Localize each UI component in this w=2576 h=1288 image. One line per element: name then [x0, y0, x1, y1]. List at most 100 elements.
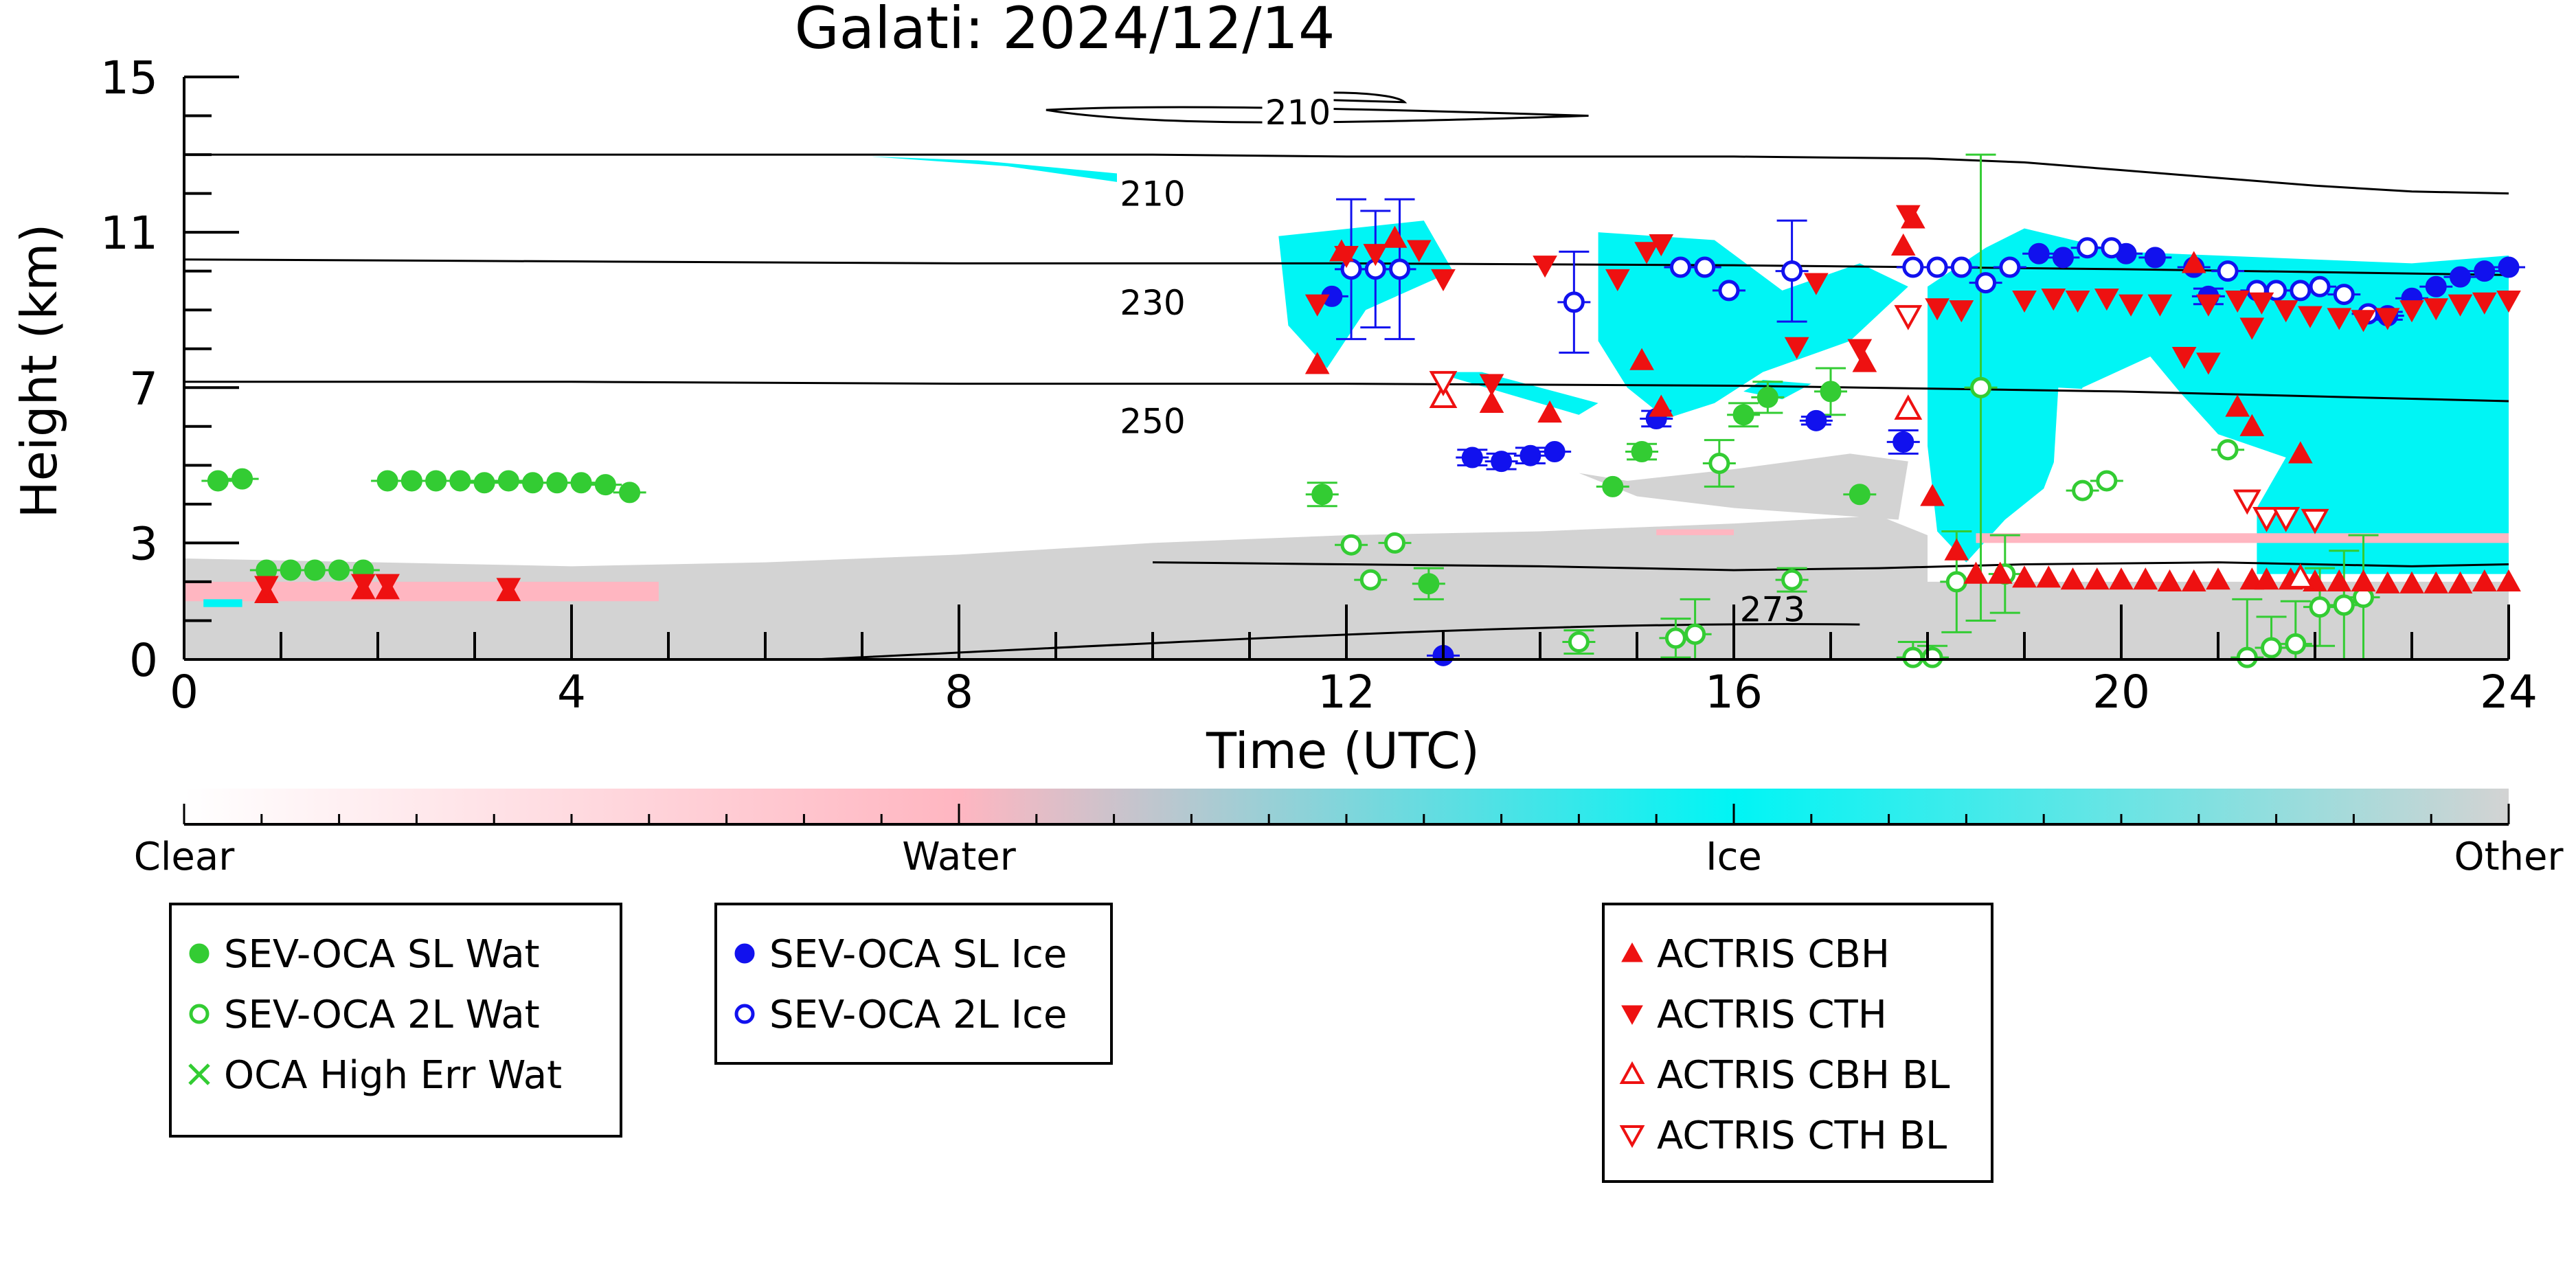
- actris-cth-point: [254, 576, 279, 598]
- sev-oca-sl-ice-point: [2144, 247, 2166, 269]
- legend-entry-actris-cth-bl-marker: [1619, 1125, 1645, 1149]
- sev-oca-sl-ice-point: [1519, 444, 1541, 466]
- sev-oca-2l-ice-point: [2101, 237, 2123, 259]
- sev-oca-sl-wat-point: [207, 470, 229, 492]
- actris-cbh-point: [1537, 400, 1562, 423]
- sev-oca-sl-wat-point: [328, 559, 350, 581]
- actris-cth-point: [1847, 339, 1873, 361]
- sev-oca-sl-ice-point: [1893, 431, 1914, 453]
- actris-cth-point: [2225, 290, 2250, 313]
- colorbar-label-other: Other: [2454, 835, 2564, 879]
- x-axis-label: Time (UTC): [1206, 722, 1480, 780]
- sev-oca-sl-wat-point: [376, 470, 398, 492]
- sev-oca-2l-wat-point: [1384, 532, 1405, 554]
- legend-entry-actris-cth-bl-label: ACTRIS CTH BL: [1657, 1114, 1947, 1158]
- sev-oca-2l-wat-point: [1664, 627, 1686, 649]
- legend-entry-sev-oca-2l-wat-marker: [189, 1004, 210, 1024]
- sev-oca-2l-ice-point: [1999, 256, 2021, 278]
- sev-oca-sl-wat-point: [304, 559, 326, 581]
- sev-oca-sl-wat-point: [231, 468, 253, 490]
- actris-cbh-point: [1382, 225, 1408, 248]
- actris-cbh-point: [1629, 348, 1654, 370]
- sev-oca-sl-wat-point: [1732, 404, 1754, 426]
- contour-label-210: 210: [1265, 93, 1331, 133]
- sev-oca-sl-ice-point: [2450, 266, 2471, 288]
- sev-oca-2l-wat-point: [1902, 646, 1924, 668]
- actris-cbh-point: [2133, 567, 2158, 590]
- legend-entry-actris-cth-marker: [1621, 1005, 1643, 1026]
- actris-cth-point: [1431, 269, 1456, 292]
- contour-label-bg: [1117, 172, 1188, 212]
- y-tick-label: 7: [129, 362, 158, 415]
- actris-cth-point: [1479, 374, 1504, 396]
- actris-cbh-point: [2109, 567, 2134, 590]
- contour-250: [184, 381, 2509, 403]
- contour-label-230: 230: [1120, 283, 1185, 323]
- sev-oca-2l-ice-point: [1563, 291, 1585, 313]
- data-markers: [207, 205, 2521, 668]
- actris-cth-point: [2327, 308, 2352, 330]
- actris-cbh-point: [2424, 571, 2449, 594]
- sev-oca-2l-ice-point: [1902, 256, 1924, 278]
- sev-oca-2l-wat-point: [2261, 637, 2283, 659]
- x-tick-label: 20: [2092, 666, 2150, 719]
- sev-oca-sl-ice-point: [2028, 242, 2050, 264]
- legend-entry-sev-oca-2l-ice-marker: [734, 1004, 755, 1024]
- actris-cbh-point: [2225, 394, 2250, 417]
- sev-oca-2l-wat-point: [1568, 631, 1590, 653]
- sev-oca-2l-ice-point: [1926, 256, 1948, 278]
- legends: SEV-OCA SL Wat SEV-OCA 2L Wat OCA High Err…: [169, 903, 1993, 1183]
- actris-cth-point: [375, 574, 400, 596]
- sev-oca-2l-wat-point: [2072, 479, 2094, 501]
- sev-oca-sl-wat-point: [619, 482, 641, 504]
- sev-oca-2l-ice-point: [1389, 258, 1411, 280]
- actris-cbh-point: [1890, 233, 1916, 256]
- actris-cth-bl-point: [1429, 371, 1458, 396]
- legend-frame: [169, 903, 622, 1138]
- actris-cth-point: [2448, 294, 2473, 317]
- actris-cth-point: [1649, 234, 1674, 257]
- legend-entry-actris-cth-label: ACTRIS CTH: [1657, 993, 1887, 1037]
- actris-cth-point: [2196, 352, 2221, 375]
- legend-entry-oca-high-err-wat-marker: [188, 1063, 210, 1085]
- sev-oca-2l-wat-point: [1781, 569, 1803, 591]
- x-tick-label: 12: [1318, 666, 1375, 719]
- sev-oca-2l-ice-point: [2290, 280, 2312, 302]
- chart-title: Galati: 2024/12/14: [795, 0, 1335, 62]
- actris-cth-point: [1925, 298, 1950, 321]
- sev-oca-sl-wat-point: [449, 470, 471, 492]
- sev-oca-sl-ice-point: [1805, 409, 1827, 431]
- actris-cth-point: [2119, 294, 2143, 317]
- legend-entry-sev-oca-2l-ice-label: SEV-OCA 2L Ice: [769, 993, 1067, 1037]
- actris-cbh-bl-point: [1894, 394, 1923, 420]
- water-mid-patch: [1656, 529, 1734, 536]
- legend-box-bottom-right: ACTRIS CBH ACTRIS CTH ACTRIS CBH BL ACTRIS …: [1602, 903, 1993, 1183]
- actris-cbh-point: [2351, 569, 2376, 592]
- legend-entry-actris-cbh-bl-marker: [1619, 1061, 1645, 1084]
- actris-cbh-point: [1852, 350, 1877, 372]
- actris-cbh-point: [1963, 561, 1989, 584]
- sev-oca-sl-wat-point: [400, 470, 422, 492]
- sev-oca-2l-wat-point: [2096, 470, 2118, 492]
- actris-cth-point: [2273, 300, 2298, 323]
- x-tick-label: 16: [1705, 666, 1763, 719]
- actris-cth-point: [2239, 317, 2265, 340]
- clear-gap-ice: [2053, 387, 2170, 504]
- actris-cbh-point: [2036, 565, 2061, 588]
- actris-cth-point: [1605, 269, 1630, 292]
- actris-cth-point: [2012, 290, 2037, 313]
- contour-label-273: 273: [1740, 590, 1805, 630]
- temperature-contours: 210 210 230 250 273: [183, 91, 2509, 661]
- actris-cbh-point: [2472, 569, 2497, 592]
- legend-entry-oca-high-err-wat-label: OCA High Err Wat: [224, 1053, 562, 1098]
- sev-oca-sl-wat-point: [1418, 573, 1440, 595]
- sev-oca-sl-ice-point: [1544, 441, 1566, 463]
- legend-entry-actris-cbh-label: ACTRIS CBH: [1657, 932, 1890, 977]
- sev-oca-sl-wat-point: [497, 470, 519, 492]
- sev-oca-2l-wat-point: [2217, 439, 2239, 461]
- other-low-layer: [184, 515, 1928, 659]
- actris-cbh-point: [2060, 567, 2086, 590]
- actris-cth-point: [2065, 290, 2090, 313]
- actris-cth-point: [2496, 290, 2521, 313]
